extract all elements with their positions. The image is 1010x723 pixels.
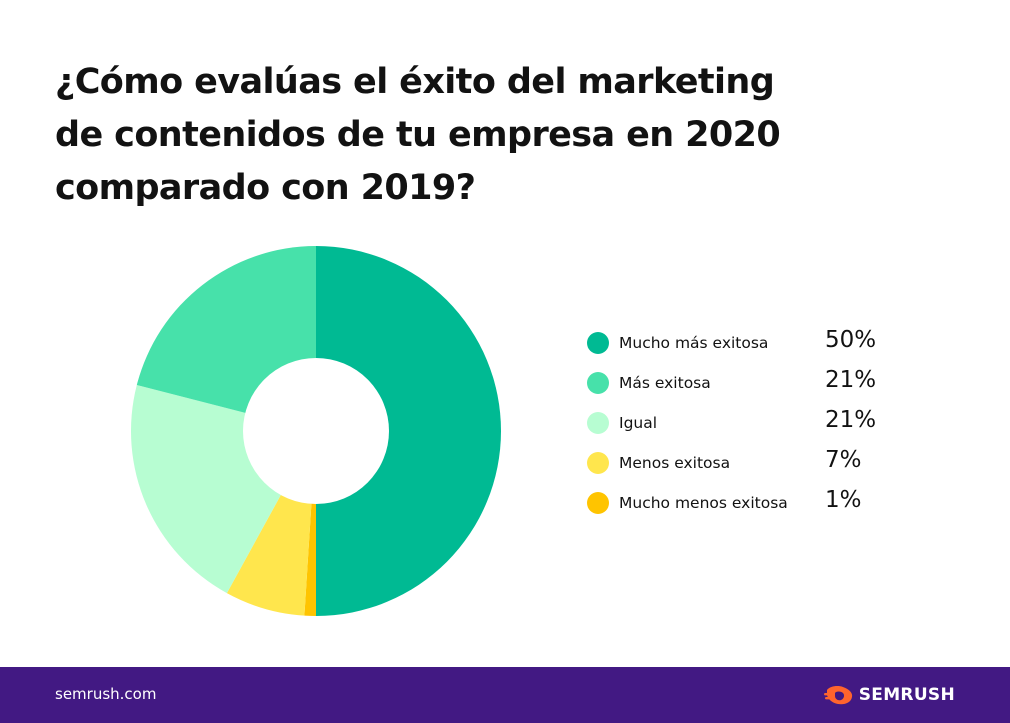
legend-item-mucho-menos-exitosa: Mucho menos exitosa 1%	[586, 483, 906, 523]
legend-swatch	[587, 412, 609, 434]
brand-name: SEMRUSH	[858, 685, 955, 705]
legend-label: Mucho más exitosa	[619, 334, 769, 352]
legend: Mucho más exitosa 50% Más exitosa 21% Ig…	[586, 323, 906, 523]
chart-title: ¿Cómo evalúas el éxito del marketing de …	[55, 56, 955, 215]
legend-item-mucho-mas-exitosa: Mucho más exitosa 50%	[586, 323, 906, 363]
legend-value: 1%	[825, 487, 862, 513]
legend-value: 21%	[825, 367, 877, 393]
footer-url: semrush.com	[55, 685, 157, 703]
legend-item-igual: Igual 21%	[586, 403, 906, 443]
legend-label: Más exitosa	[619, 374, 711, 392]
legend-item-menos-exitosa: Menos exitosa 7%	[586, 443, 906, 483]
legend-swatch	[587, 372, 609, 394]
donut-slice-mucho-mas-exitosa	[316, 246, 501, 616]
legend-label: Menos exitosa	[619, 454, 731, 472]
legend-value: 50%	[825, 327, 877, 353]
legend-swatch	[587, 452, 609, 474]
footer-bar: semrush.com SEMRUSH	[0, 667, 1010, 723]
chart-title-line-3: comparado con 2019?	[55, 168, 476, 208]
legend-value: 21%	[825, 407, 877, 433]
legend-swatch	[587, 332, 609, 354]
donut-hole	[243, 358, 389, 504]
legend-label: Mucho menos exitosa	[619, 494, 788, 512]
chart-title-line-1: ¿Cómo evalúas el éxito del marketing	[55, 62, 775, 102]
legend-value: 7%	[825, 447, 862, 473]
legend-swatch	[587, 492, 609, 514]
brand-logo: SEMRUSH	[823, 683, 955, 707]
legend-label: Igual	[619, 414, 658, 432]
chart-title-line-2: de contenidos de tu empresa en 2020	[55, 115, 781, 155]
legend-item-mas-exitosa: Más exitosa 21%	[586, 363, 906, 403]
semrush-flame-icon	[823, 686, 852, 705]
